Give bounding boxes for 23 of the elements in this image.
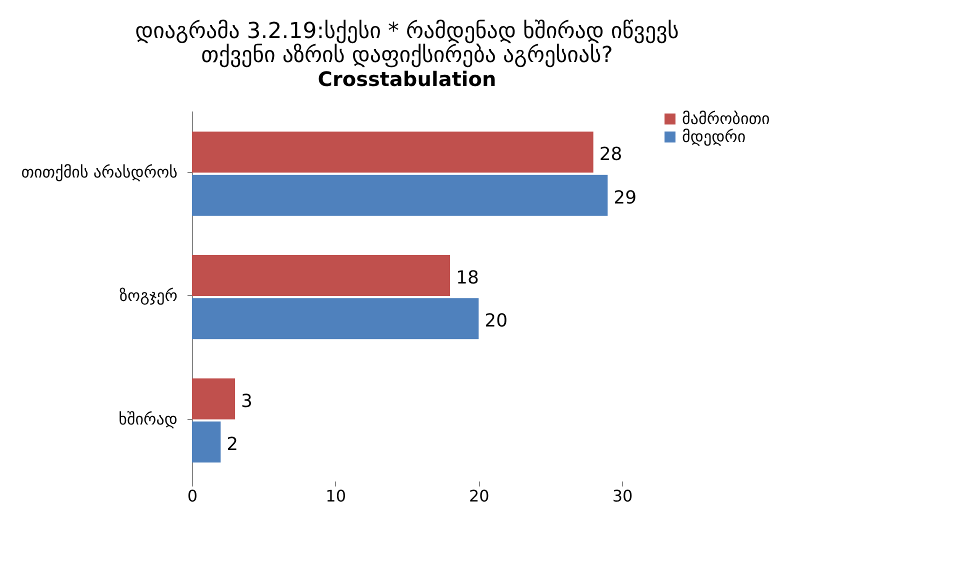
data-label: 3	[241, 390, 252, 412]
data-label: 28	[599, 144, 622, 166]
data-label: 2	[226, 434, 238, 455]
bar	[192, 132, 594, 173]
bar	[192, 298, 479, 340]
bar	[192, 421, 221, 462]
legend-label: მამრობითი	[682, 109, 770, 128]
data-label: 18	[456, 267, 479, 288]
chart-subtitle: Crosstabulation	[318, 67, 496, 91]
bar	[192, 254, 450, 296]
bar	[192, 174, 608, 216]
y-tick-label: ზოგჯერ	[119, 286, 178, 305]
x-tick-label: 10	[326, 486, 346, 506]
y-tick-label: ხშირად	[118, 409, 178, 428]
x-tick-label: 0	[187, 486, 198, 506]
chart-title: დიაგრამა 3.2.19:სქესი * რამდენად ხშირად იწვევს თქვენი აზრის დაფიქსირება აგრესიას?	[135, 19, 679, 68]
data-label: 20	[484, 310, 508, 332]
bar	[192, 378, 235, 420]
x-tick-label: 30	[612, 486, 633, 506]
x-tick-label: 20	[468, 486, 490, 506]
legend-label: მდედრი	[682, 127, 746, 146]
y-tick-label: თითქმის არასდროს	[21, 162, 178, 182]
data-label: 29	[614, 187, 637, 208]
